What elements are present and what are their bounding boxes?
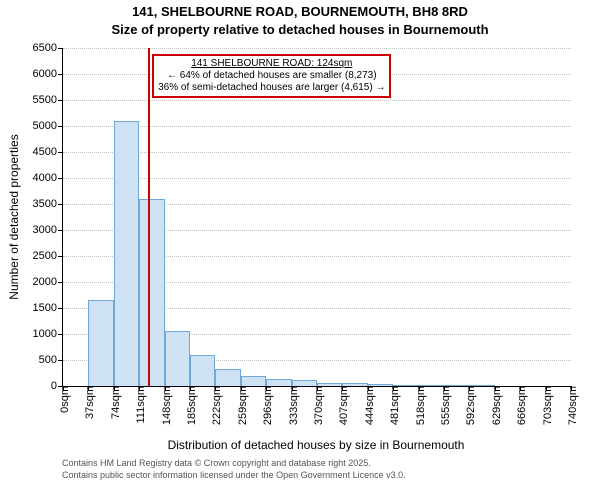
xtick-label: 0sqm: [55, 386, 71, 413]
ytick-label: 4000: [33, 172, 63, 184]
histogram-bar: [266, 379, 291, 386]
plot-area: 0500100015002000250030003500400045005000…: [62, 48, 571, 387]
gridline: [63, 152, 571, 153]
xtick-label: 629sqm: [487, 386, 503, 425]
footer-line-1: Contains HM Land Registry data © Crown c…: [62, 458, 371, 468]
xtick-label: 666sqm: [512, 386, 528, 425]
ytick-label: 3000: [33, 224, 63, 236]
annotation-box: 141 SHELBOURNE ROAD: 124sqm← 64% of deta…: [152, 54, 391, 98]
histogram-bar: [139, 199, 164, 386]
xtick-label: 222sqm: [207, 386, 223, 425]
ytick-label: 6000: [33, 68, 63, 80]
xtick-label: 148sqm: [157, 386, 173, 425]
histogram-bar: [215, 369, 240, 386]
histogram-bar: [165, 331, 190, 386]
ytick-label: 6500: [33, 42, 63, 54]
ytick-label: 1000: [33, 328, 63, 340]
x-axis-label: Distribution of detached houses by size …: [168, 438, 465, 452]
xtick-label: 444sqm: [360, 386, 376, 425]
ytick-label: 3500: [33, 198, 63, 210]
histogram-bar: [393, 385, 418, 386]
histogram-bar: [368, 384, 393, 386]
xtick-label: 555sqm: [436, 386, 452, 425]
xtick-label: 518sqm: [411, 386, 427, 425]
histogram-bar: [469, 385, 494, 386]
xtick-label: 296sqm: [258, 386, 274, 425]
xtick-label: 74sqm: [106, 386, 122, 419]
y-axis-label: Number of detached properties: [7, 134, 21, 299]
histogram-bar: [419, 385, 444, 386]
annotation-line: 141 SHELBOURNE ROAD: 124sqm: [158, 58, 385, 70]
histogram-bar: [292, 380, 317, 386]
histogram-bar: [241, 376, 266, 386]
ytick-label: 4500: [33, 146, 63, 158]
histogram-bar: [342, 383, 367, 386]
chart-title-2: Size of property relative to detached ho…: [0, 22, 600, 37]
footer-line-2: Contains public sector information licen…: [62, 470, 406, 480]
histogram-bar: [114, 121, 139, 386]
xtick-label: 185sqm: [182, 386, 198, 425]
gridline: [63, 100, 571, 101]
xtick-label: 481sqm: [385, 386, 401, 425]
xtick-label: 259sqm: [233, 386, 249, 425]
ytick-label: 500: [39, 354, 63, 366]
xtick-label: 370sqm: [309, 386, 325, 425]
xtick-label: 37sqm: [80, 386, 96, 419]
gridline: [63, 178, 571, 179]
xtick-label: 407sqm: [334, 386, 350, 425]
chart-title-1: 141, SHELBOURNE ROAD, BOURNEMOUTH, BH8 8…: [0, 4, 600, 19]
xtick-label: 592sqm: [461, 386, 477, 425]
ytick-label: 2500: [33, 250, 63, 262]
xtick-label: 111sqm: [131, 386, 147, 424]
chart-container: { "title": { "line1": "141, SHELBOURNE R…: [0, 0, 600, 500]
xtick-label: 703sqm: [538, 386, 554, 425]
histogram-bar: [190, 355, 215, 386]
xtick-label: 740sqm: [563, 386, 579, 425]
xtick-label: 333sqm: [284, 386, 300, 425]
histogram-bar: [444, 385, 469, 386]
gridline: [63, 48, 571, 49]
annotation-line: ← 64% of detached houses are smaller (8,…: [158, 70, 385, 82]
ytick-label: 1500: [33, 302, 63, 314]
gridline: [63, 126, 571, 127]
ytick-label: 5000: [33, 120, 63, 132]
histogram-bar: [88, 300, 113, 386]
ytick-label: 2000: [33, 276, 63, 288]
histogram-bar: [317, 383, 342, 386]
property-marker-line: [148, 48, 150, 386]
ytick-label: 5500: [33, 94, 63, 106]
annotation-line: 36% of semi-detached houses are larger (…: [158, 82, 385, 94]
